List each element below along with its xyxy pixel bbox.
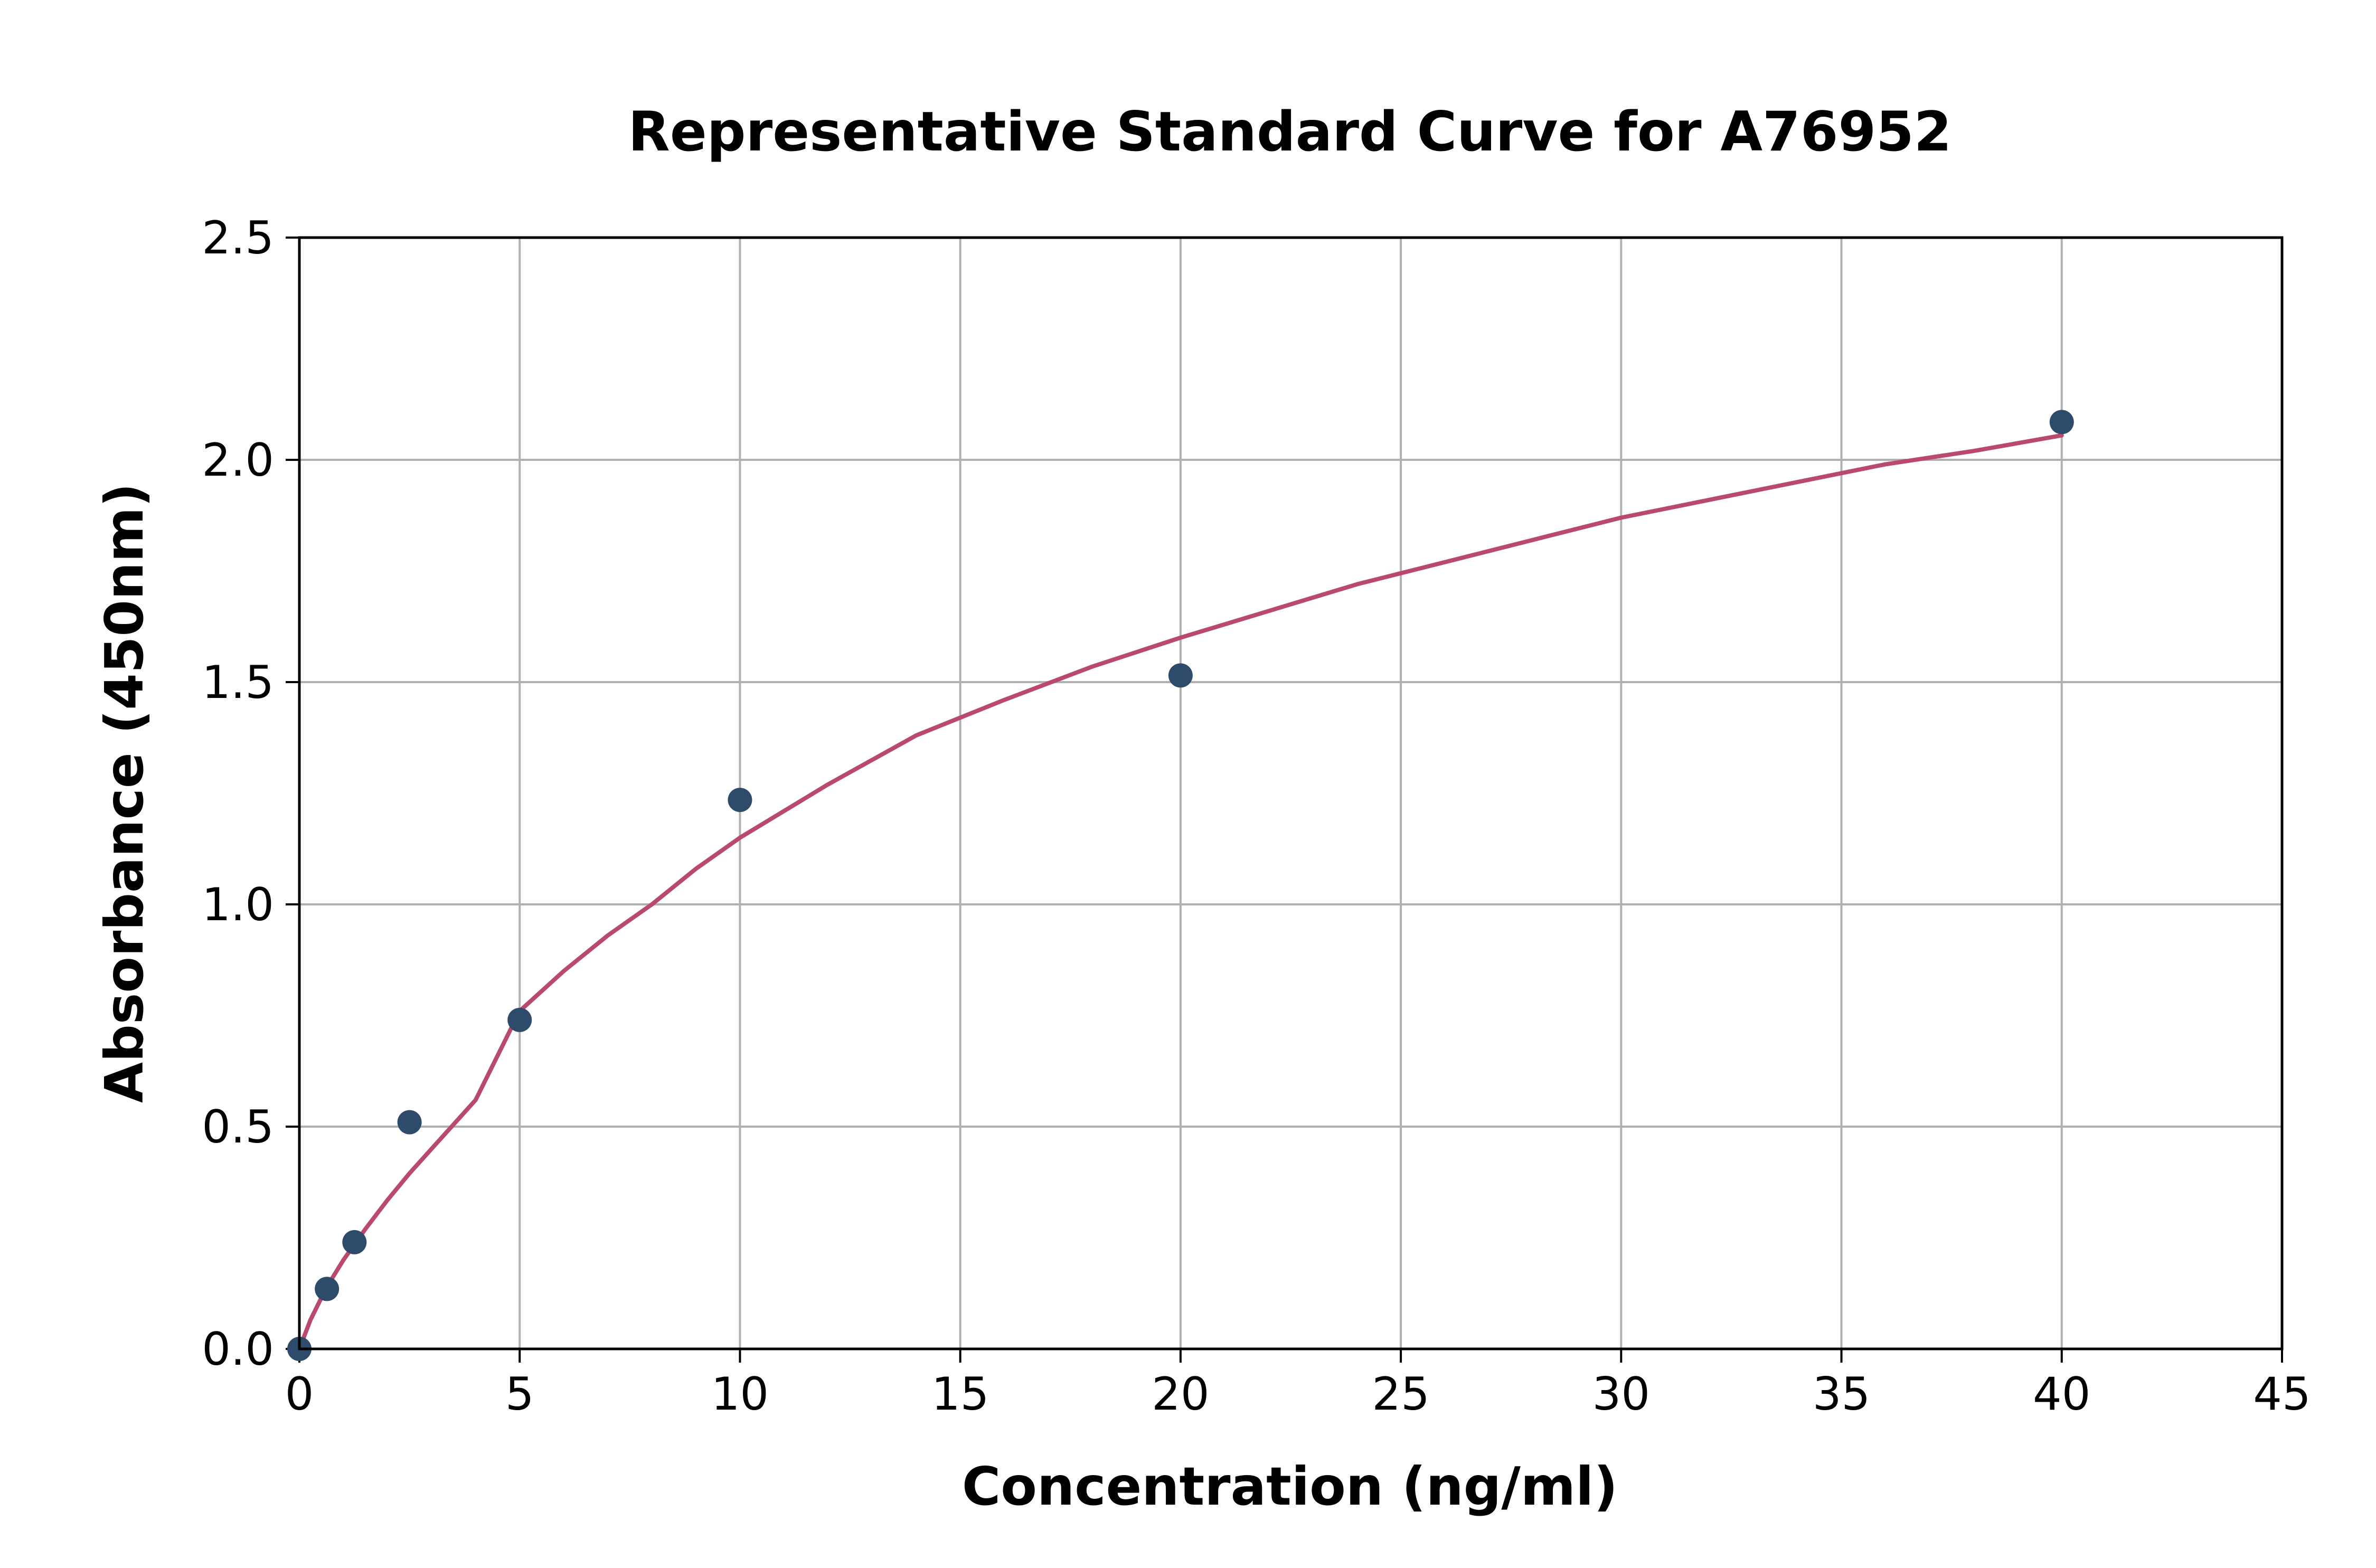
- axis-ticks: 0 5 10 15 20 25 30 35 40 45 0.0 0.5 1.0 1.5 2.0 2.5: [202, 212, 2311, 1421]
- y-tick-label: 2.5: [202, 212, 274, 265]
- data-point: [397, 1110, 422, 1135]
- fitted-curve-line: [297, 433, 2064, 1351]
- y-tick-label: 0.0: [202, 1323, 274, 1376]
- x-tick-label: 5: [505, 1368, 534, 1421]
- x-tick-label: 40: [2033, 1368, 2090, 1421]
- x-tick-label: 25: [1372, 1368, 1429, 1421]
- x-tick-label: 15: [931, 1368, 989, 1421]
- data-point: [342, 1230, 367, 1254]
- y-axis-label: Absorbance (450nm): [93, 483, 155, 1103]
- chart-title: Representative Standard Curve for A76952: [628, 100, 1952, 164]
- y-tick-label: 2.0: [202, 434, 274, 487]
- y-tick-label: 1.0: [202, 879, 274, 931]
- x-tick-label: 30: [1592, 1368, 1650, 1421]
- data-point: [1168, 663, 1193, 688]
- y-tick-label: 0.5: [202, 1101, 274, 1154]
- data-series: [287, 410, 2074, 1361]
- data-point: [507, 1007, 532, 1032]
- data-point: [315, 1277, 340, 1301]
- x-tick-label: 20: [1152, 1368, 1209, 1421]
- y-tick-label: 1.5: [202, 656, 274, 709]
- plot-frame: [298, 236, 2284, 1350]
- x-tick-label: 10: [711, 1368, 769, 1421]
- data-point: [2049, 410, 2074, 434]
- x-tick-label: 0: [285, 1368, 314, 1421]
- data-point: [728, 788, 752, 813]
- x-tick-label: 35: [1813, 1368, 1870, 1421]
- x-axis-label: Concentration (ng/ml): [962, 1456, 1618, 1517]
- x-tick-label: 45: [2253, 1368, 2311, 1421]
